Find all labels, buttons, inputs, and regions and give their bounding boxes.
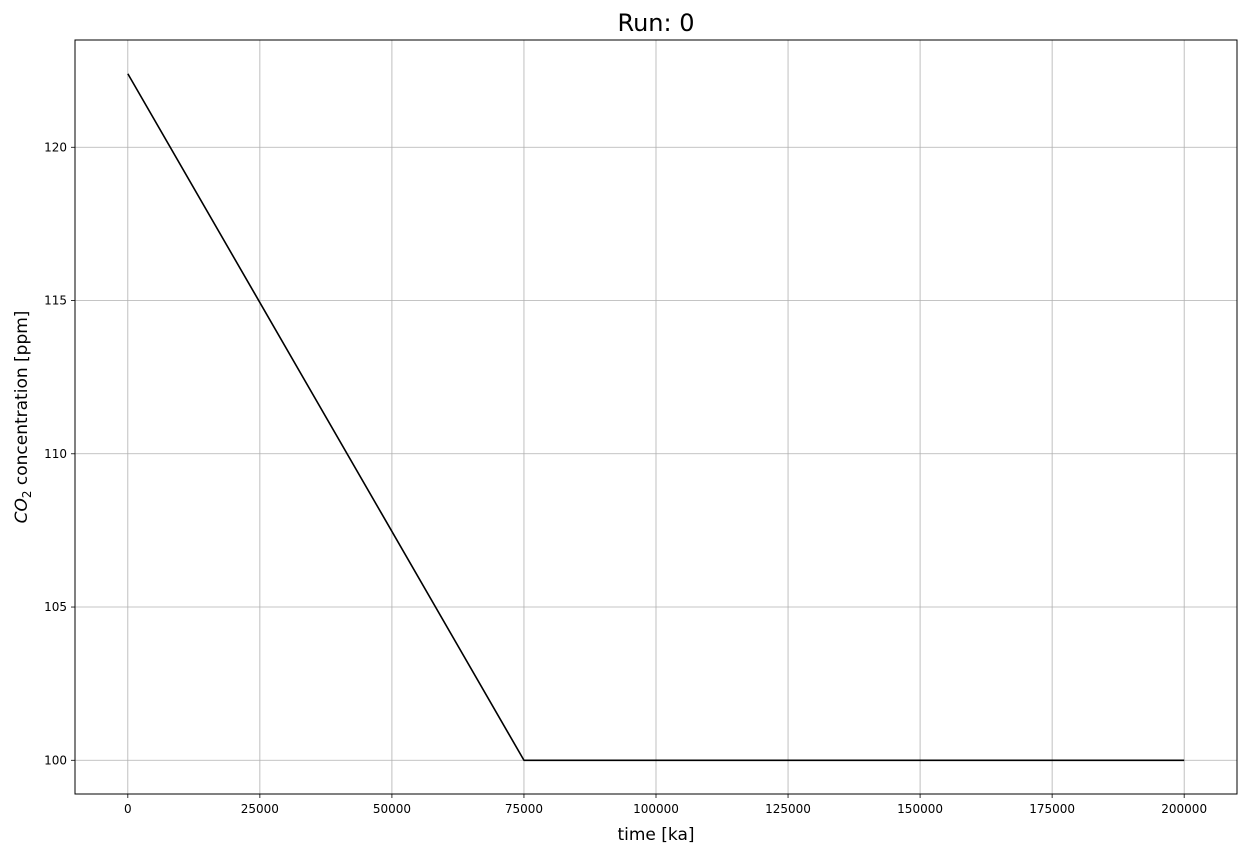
chart-title: Run: 0 [617,9,694,37]
y-tick-label: 100 [44,753,67,767]
y-axis-label-subscript: 2 [20,491,34,499]
x-tick-label: 100000 [633,802,679,816]
x-tick-label: 200000 [1161,802,1207,816]
series-layer [127,73,1185,762]
y-tick-label: 120 [44,140,67,154]
x-tick-label: 175000 [1029,802,1075,816]
y-axis-label: CO2 concentration [ppm] [12,311,34,524]
grid [75,40,1237,794]
x-axis-label: time [ka] [617,825,694,845]
y-tick-label: 110 [44,447,67,461]
ticks: 0 25000 50000 75000 100000 125000 150000 175000… [44,140,1207,816]
y-axis-label-prefix: CO [12,498,32,523]
x-tick-label: 0 [124,802,132,816]
y-tick-label: 115 [44,294,67,308]
x-tick-label: 75000 [505,802,543,816]
x-tick-label: 125000 [765,802,811,816]
x-tick-label: 150000 [897,802,943,816]
y-tick-label: 105 [44,600,67,614]
x-tick-label: 50000 [373,802,411,816]
x-tick-label: 25000 [241,802,279,816]
series-line-0 [127,73,1185,762]
y-axis-label-suffix: concentration [ppm] [12,311,32,491]
